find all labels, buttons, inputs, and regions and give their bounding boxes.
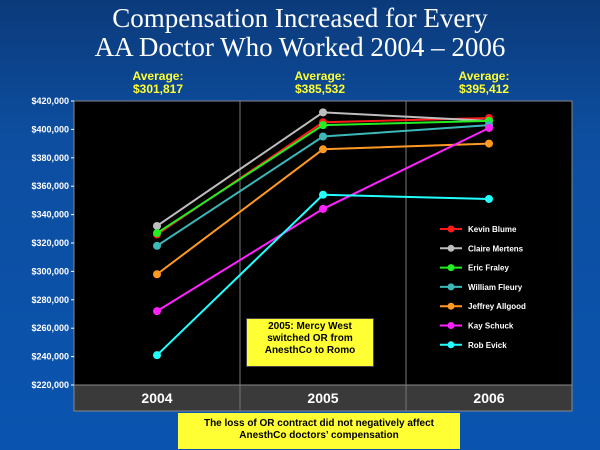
y-tick-label: $300,000 (31, 266, 69, 276)
grid-layer (239, 101, 407, 411)
y-tick-label: $260,000 (31, 323, 69, 333)
legend-label: Jeffrey Allgood (468, 302, 526, 311)
legend-swatch-marker (447, 264, 455, 272)
average-value: $301,817 (132, 82, 184, 96)
average-2006: Average: $395,412 (424, 70, 544, 96)
data-point (319, 190, 327, 199)
data-point (319, 121, 327, 130)
data-point (319, 132, 327, 141)
data-point (153, 307, 161, 316)
legend-label: Kevin Blume (468, 225, 517, 234)
legend-label: Claire Mertens (468, 244, 524, 253)
data-point (153, 241, 161, 250)
footnote-box: The loss of OR contract did not negative… (178, 413, 460, 449)
page-title: Compensation Increased for Every AA Doct… (0, 4, 600, 62)
x-tick-label: 2004 (141, 390, 172, 406)
average-2004: Average: $301,817 (98, 70, 218, 96)
legend-label: William Fleury (468, 283, 523, 292)
annotation-line-2: switched OR from (267, 333, 353, 344)
y-tick-label: $420,000 (31, 96, 69, 106)
category-axis-band (73, 384, 573, 412)
data-point (485, 194, 493, 203)
data-point (485, 139, 493, 148)
annotation-line-1: 2005: Mercy West (268, 321, 352, 332)
data-point (153, 229, 161, 238)
legend-swatch-marker (447, 283, 455, 291)
x-tick-label: 2006 (473, 390, 504, 406)
legend-swatch-marker (447, 244, 455, 252)
data-point (153, 270, 161, 279)
y-tick-label: $280,000 (31, 295, 69, 305)
y-tick-label: $340,000 (31, 210, 69, 220)
legend-swatch-marker (447, 302, 455, 310)
data-point (153, 221, 161, 230)
average-label: Average: (132, 69, 184, 83)
data-point (319, 145, 327, 154)
title-line-2: AA Doctor Who Worked 2004 – 2006 (94, 32, 506, 62)
data-point (319, 108, 327, 117)
legend-label: Eric Fraley (468, 264, 509, 273)
annotation-line-3: AnesthCo to Romo (264, 345, 356, 356)
legend-swatch-marker (447, 322, 455, 329)
y-tick-label: $320,000 (31, 238, 69, 248)
legend: Kevin Blume Claire Mertens Eric Fraley Will… (440, 225, 526, 350)
y-tick-label: $240,000 (31, 352, 69, 362)
average-value: $395,412 (458, 82, 510, 96)
annotation-box: 2005: Mercy West switched OR from Anesth… (246, 318, 374, 367)
legend-swatch-marker (447, 341, 455, 349)
x-tick-label: 2005 (307, 390, 338, 406)
data-point (485, 123, 493, 132)
footnote-line-2: AnesthCo doctors’ compensation (239, 430, 399, 441)
average-label: Average: (294, 69, 346, 83)
y-axis: $220,000 $240,000 $260,000 $280,000 $300,000… (31, 96, 74, 390)
y-tick-label: $220,000 (31, 380, 69, 390)
y-tick-label: $380,000 (31, 153, 69, 163)
x-axis: 2004 2005 2006 (141, 390, 504, 406)
data-point (319, 204, 327, 213)
y-tick-label: $400,000 (31, 124, 69, 134)
average-value: $385,532 (294, 82, 346, 96)
average-label: Average: (458, 69, 510, 83)
legend-label: Kay Schuck (468, 322, 514, 331)
legend-label: Rob Evick (468, 341, 507, 350)
title-line-1: Compensation Increased for Every (112, 3, 488, 33)
series-layer (153, 108, 493, 360)
footnote-line-1: The loss of OR contract did not negative… (203, 418, 435, 429)
average-2005: Average: $385,532 (260, 70, 380, 96)
y-tick-label: $360,000 (31, 181, 69, 191)
data-point (153, 351, 161, 360)
legend-swatch-marker (447, 225, 455, 233)
